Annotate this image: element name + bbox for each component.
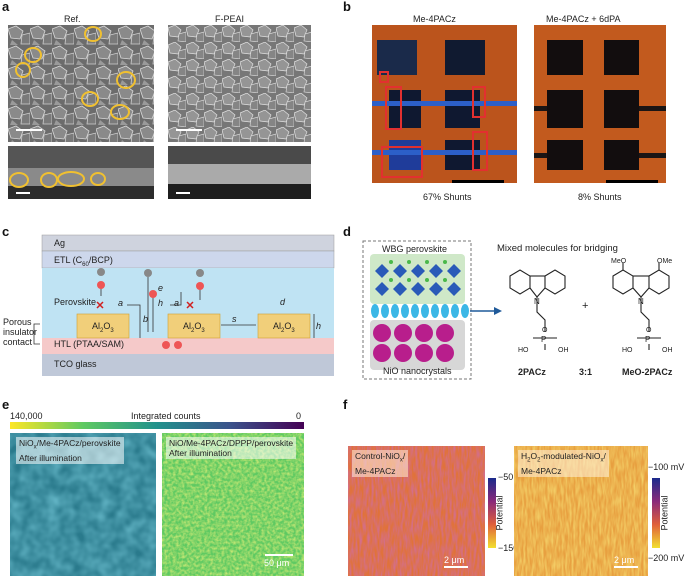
svg-text:OMe: OMe <box>657 258 672 265</box>
svg-text:N: N <box>534 297 540 306</box>
kpfm-left-top: −50 mV <box>498 472 530 482</box>
svg-text:HO: HO <box>622 347 633 354</box>
bridging-arrow <box>470 307 502 315</box>
ratio-label: 3:1 <box>579 367 593 377</box>
panel-b-left-caption: 67% Shunts <box>423 192 472 202</box>
layer-tco: TCO glass <box>54 359 97 369</box>
panel-b-right-caption: 8% Shunts <box>578 192 622 202</box>
porous-label: Porous <box>3 317 32 327</box>
kpfm-right-potential: Potential <box>659 495 670 531</box>
colorbar-min: 0 <box>296 411 302 421</box>
svg-text:MeO: MeO <box>611 258 627 265</box>
panel-b-right-title: Me-4PACz + 6dPA <box>546 14 621 24</box>
panel-e-label: e <box>2 397 10 412</box>
svg-text:P: P <box>645 335 650 344</box>
svg-text:O: O <box>542 327 548 334</box>
al2o3-label-2: Al2O3 <box>183 321 205 334</box>
plus-sign: + <box>582 300 589 312</box>
kpfm-map-right-label: H2O2-modulated-NiOx/ Me-4PACz <box>518 450 609 477</box>
kpfm-right-scalebar-label: 2 μm <box>614 555 635 565</box>
panel-d-label: d <box>343 224 351 239</box>
label-h-height: h <box>316 321 322 331</box>
colorbar-viridis <box>10 422 304 429</box>
label-b: b <box>143 314 149 324</box>
panel-a-label: a <box>2 0 10 14</box>
label-s: s <box>232 314 237 324</box>
panel-b-left-title: Me-4PACz <box>413 14 456 24</box>
label-h-carrier: h <box>158 298 164 308</box>
mixed-molecules-title: Mixed molecules for bridging <box>497 243 618 254</box>
label-a-2: a <box>174 298 180 308</box>
svg-text:P: P <box>541 335 546 344</box>
colorbar-title: Integrated counts <box>131 411 201 421</box>
pl-map-left-label: NiOx/Me-4PACz/perovskite After illuminat… <box>16 437 124 464</box>
layer-htl: HTL (PTAA/SAM) <box>54 339 125 349</box>
kpfm-colorbar-right <box>652 478 660 548</box>
panel-c-label: c <box>2 224 10 239</box>
panel-a-fpeai-title: F-PEAI <box>215 14 245 24</box>
molecule-meo-2pacz-label: MeO-2PACz <box>622 367 673 377</box>
pl-map-right-label: NiO/Me-4PACz/DPPP/perovskite After illum… <box>166 437 297 459</box>
sem-image-ref-top <box>8 25 154 142</box>
sem-image-fpeai-cross <box>168 146 311 199</box>
pl-scalebar <box>265 554 293 556</box>
kpfm-colorbar-left <box>488 478 496 548</box>
kpfm-map-left-label: Control-NiOx/ Me-4PACz <box>352 450 409 477</box>
device-cross-section-diagram <box>33 234 335 376</box>
kpfm-right-scalebar <box>614 566 638 568</box>
svg-text:HO: HO <box>518 347 529 354</box>
al2o3-label-3: Al2O3 <box>273 321 295 334</box>
svg-text:OH: OH <box>662 347 673 354</box>
label-a-1: a <box>118 298 124 308</box>
pl-scalebar-label: 50 μm <box>264 558 290 568</box>
label-e: e <box>158 283 164 293</box>
al2o3-label-1: Al2O3 <box>92 321 114 334</box>
kpfm-right-top: −100 mV <box>648 462 685 472</box>
layer-etl: ETL (C60/BCP) <box>54 255 113 268</box>
contact-label: contact <box>3 337 33 347</box>
svg-text:OH: OH <box>558 347 569 354</box>
kpfm-right-bottom: −200 mV <box>648 553 685 563</box>
colorbar-max: 140,000 <box>10 411 43 421</box>
nio-nanocrystals-label: NiO nanocrystals <box>383 366 452 376</box>
layer-perovskite: Perovskite <box>54 297 97 307</box>
wbg-perovskite-label: WBG perovskite <box>382 244 448 254</box>
label-d: d <box>280 297 286 307</box>
svg-text:N: N <box>638 297 644 306</box>
device-image-right <box>534 25 666 183</box>
panel-b-label: b <box>343 0 351 14</box>
molecule-2pacz-label: 2PACz <box>518 367 546 377</box>
layer-ag: Ag <box>54 238 66 248</box>
svg-text:O: O <box>646 327 652 334</box>
kpfm-left-potential: Potential <box>494 495 505 531</box>
kpfm-left-scalebar-label: 2 μm <box>444 555 465 565</box>
kpfm-left-scalebar <box>444 566 468 568</box>
panel-a-ref-title: Ref. <box>64 14 81 24</box>
sem-image-ref-cross <box>8 146 154 199</box>
molecule-meo-2pacz: N P O HO OH MeO OMe <box>611 258 673 354</box>
panel-f-label: f <box>343 397 348 412</box>
insulator-label: insulator <box>3 327 38 337</box>
molecule-2pacz: N P O HO OH <box>509 269 569 354</box>
device-image-left <box>372 25 517 183</box>
sem-image-fpeai-top <box>168 25 311 142</box>
bridging-schematic <box>362 240 472 380</box>
